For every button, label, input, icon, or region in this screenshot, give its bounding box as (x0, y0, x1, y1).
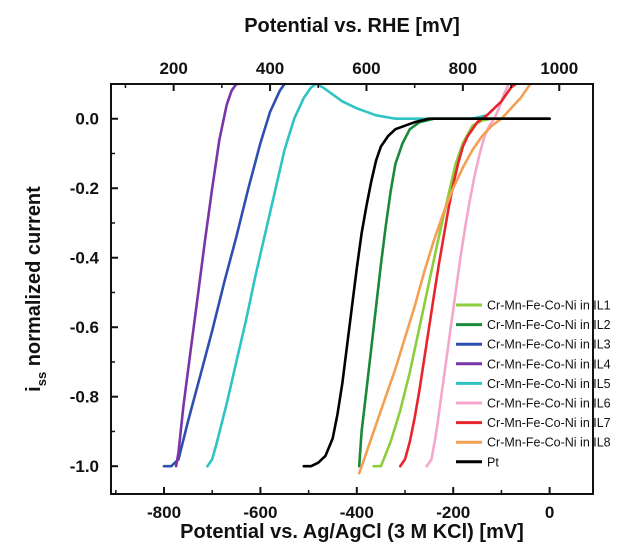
series-line-5 (206, 84, 489, 468)
series-line-7 (398, 84, 518, 468)
legend-label: Cr-Mn-Fe-Co-Ni in IL7 (487, 416, 611, 430)
series-line-9 (302, 117, 551, 468)
x-tick-label: 0 (545, 503, 554, 522)
legend: Cr-Mn-Fe-Co-Ni in IL1 Cr-Mn-Fe-Co-Ni in I… (456, 299, 611, 469)
legend-label: Cr-Mn-Fe-Co-Ni in IL8 (487, 436, 611, 450)
series-line-6 (425, 84, 510, 468)
x-tick-label: -400 (340, 503, 374, 522)
x-tick-label: -800 (147, 503, 181, 522)
legend-label: Cr-Mn-Fe-Co-Ni in IL4 (487, 357, 611, 371)
y-tick-label: -0.6 (70, 318, 99, 337)
x2-tick-label: 400 (256, 59, 284, 78)
x-axis-title: Potential vs. Ag/AgCl (3 M KCl) [mV] (180, 521, 524, 543)
ticks-layer: -800 -600 -400 -200 0 200 400 600 800 1000 0.0 -0.2… (70, 59, 578, 522)
x2-tick-label: 1000 (540, 59, 578, 78)
y-tick-label: 0.0 (75, 110, 99, 129)
legend-label: Cr-Mn-Fe-Co-Ni in IL2 (487, 318, 611, 332)
plot-frame (110, 83, 594, 495)
x2-tick-label: 800 (449, 59, 477, 78)
y-tick-label: -0.8 (70, 388, 99, 407)
legend-label: Cr-Mn-Fe-Co-Ni in IL6 (487, 397, 611, 411)
series-layer (162, 84, 551, 475)
y-tick-label: -0.4 (70, 249, 100, 268)
series-line-4 (174, 84, 240, 468)
legend-label: Cr-Mn-Fe-Co-Ni in IL3 (487, 338, 611, 352)
legend-label: Cr-Mn-Fe-Co-Ni in IL1 (487, 299, 611, 313)
y-axis-title: iss normalized current (23, 186, 49, 392)
y-axis-title-subscript: ss (34, 372, 49, 386)
x2-tick-label: 600 (352, 59, 380, 78)
legend-label: Pt (487, 455, 499, 469)
y-axis-title-main: i (23, 386, 45, 392)
legend-label: Cr-Mn-Fe-Co-Ni in IL5 (487, 377, 611, 391)
top-axis-title: Potential vs. RHE [mV] (244, 15, 460, 37)
y-axis-title-rest: normalized current (23, 186, 45, 372)
x2-tick-label: 200 (159, 59, 187, 78)
x-tick-label: -600 (243, 503, 277, 522)
y-tick-label: -1.0 (70, 457, 99, 476)
x-tick-label: -200 (436, 503, 470, 522)
y-tick-label: -0.2 (70, 179, 99, 198)
